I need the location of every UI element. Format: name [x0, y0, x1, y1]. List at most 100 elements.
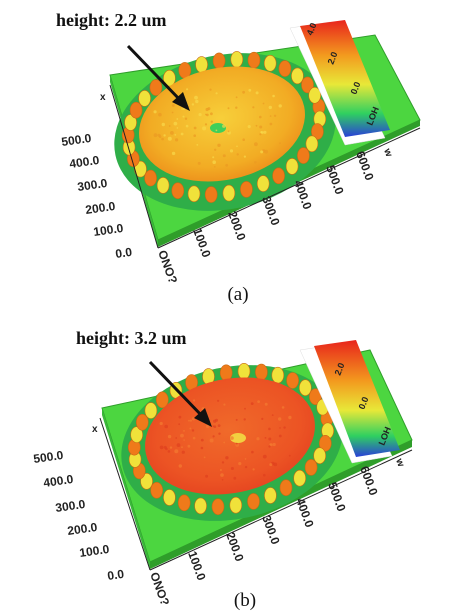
speckle-b-38	[244, 458, 247, 460]
x-tick-b-600: 600.0	[357, 464, 381, 497]
speckle-b-66	[221, 461, 225, 464]
speckle-b-84	[230, 436, 234, 440]
speckle-b-52	[252, 468, 255, 471]
speckle-b-47	[180, 433, 184, 438]
speckle-a-59	[193, 134, 196, 137]
speckle-b-86	[268, 437, 272, 441]
speckle-b-32	[235, 418, 238, 421]
speckle-a-32	[227, 107, 230, 110]
speckle-b-28	[235, 442, 238, 445]
y-tick-b-200: 200.0	[66, 520, 98, 538]
speckle-a-15	[259, 115, 262, 119]
speckle-b-9	[189, 427, 192, 430]
bump-b-13	[163, 489, 176, 506]
speckle-b-69	[283, 426, 286, 429]
bump-b-19	[130, 426, 143, 444]
speckle-a-6	[254, 142, 258, 147]
bump-a-22	[149, 79, 163, 96]
speckle-a-3	[210, 112, 213, 116]
speckle-b-11	[233, 476, 237, 480]
bump-b-12	[177, 494, 191, 512]
speckle-b-35	[169, 446, 173, 449]
speckle-b-31	[268, 445, 271, 448]
speckle-a-45	[202, 126, 207, 131]
bump-b-28	[255, 363, 268, 381]
speckle-b-85	[264, 402, 268, 406]
speckle-a-1	[174, 134, 177, 136]
bump-b-3	[313, 447, 327, 465]
speckle-a-37	[279, 142, 281, 145]
bump-a-6	[272, 167, 285, 185]
bump-b-6	[279, 479, 293, 497]
bump-b-27	[237, 362, 251, 380]
speckle-b-17	[225, 456, 229, 460]
x-tick-b-500: 500.0	[325, 480, 349, 513]
speckle-a-27	[186, 88, 189, 91]
colorbar-tick-b-0: 2.0	[333, 361, 347, 376]
speckle-a-7	[175, 138, 179, 142]
bump-b-29	[271, 366, 285, 384]
speckle-a-61	[184, 117, 188, 120]
speckle-b-70	[178, 423, 181, 426]
speckle-b-16	[167, 450, 171, 453]
speckle-b-58	[176, 443, 181, 447]
speckle-b-22	[221, 479, 224, 481]
speckle-b-56	[192, 436, 196, 440]
speckle-a-57	[215, 129, 218, 132]
x-tick-a-600: 600.0	[353, 149, 377, 182]
speckle-b-27	[193, 399, 196, 402]
speckle-a-35	[163, 134, 166, 137]
speckle-a-82	[205, 113, 207, 116]
bump-b-9	[229, 496, 243, 514]
bump-b-11	[194, 497, 207, 515]
speckle-b-74	[165, 447, 168, 451]
speckle-a-41	[194, 95, 198, 100]
speckle-a-13	[242, 138, 245, 141]
speckle-b-18	[220, 473, 224, 477]
bump-a-31	[291, 67, 304, 85]
speckle-a-54	[235, 106, 238, 109]
speckle-a-26	[247, 125, 251, 129]
speckle-b-14	[272, 442, 276, 447]
speckle-a-17	[217, 143, 221, 147]
bump-b-22	[156, 391, 169, 409]
speckle-b-7	[181, 450, 185, 454]
y-axis-a: 500.0 400.0 300.0 200.0 100.0 0.0 x	[60, 84, 159, 261]
speckle-b-55	[271, 414, 274, 416]
speckle-b-63	[281, 406, 285, 409]
height-label-b: height: 3.2 um	[76, 328, 187, 348]
speckle-a-51	[269, 115, 272, 117]
corner-label-left-a: x	[100, 92, 106, 103]
speckle-a-73	[171, 151, 176, 156]
speckle-a-84	[222, 124, 226, 128]
speckle-b-75	[261, 417, 264, 420]
speckle-a-42	[153, 133, 158, 138]
speckle-b-61	[191, 429, 195, 432]
speckle-b-76	[269, 443, 272, 446]
bump-a-11	[187, 185, 201, 203]
speckle-a-79	[222, 154, 226, 158]
surface-speckle-b	[159, 399, 292, 481]
colorbar-tick-a-1: 2.0	[326, 50, 340, 65]
speckle-a-30	[204, 123, 208, 126]
y-tick-a-300: 300.0	[76, 176, 108, 194]
speckle-a-80	[171, 104, 175, 107]
speckle-a-2	[182, 107, 186, 111]
speckle-b-57	[223, 441, 226, 444]
speckle-b-83	[174, 449, 179, 454]
speckle-a-38	[236, 145, 238, 148]
bump-b-14	[150, 481, 163, 499]
speckle-a-11	[225, 163, 229, 167]
y-tick-b-100: 100.0	[78, 542, 110, 560]
speckle-a-70	[171, 111, 174, 114]
bump-a-2	[311, 123, 324, 140]
speckle-b-79	[230, 467, 234, 470]
bump-a-7	[256, 175, 270, 192]
bump-b-4	[304, 459, 318, 476]
speckle-a-36	[209, 88, 212, 91]
bump-a-25	[195, 56, 208, 73]
speckle-b-68	[219, 469, 222, 471]
bump-ring-b	[128, 362, 335, 516]
x-tick-b-200: 200.0	[223, 530, 247, 563]
